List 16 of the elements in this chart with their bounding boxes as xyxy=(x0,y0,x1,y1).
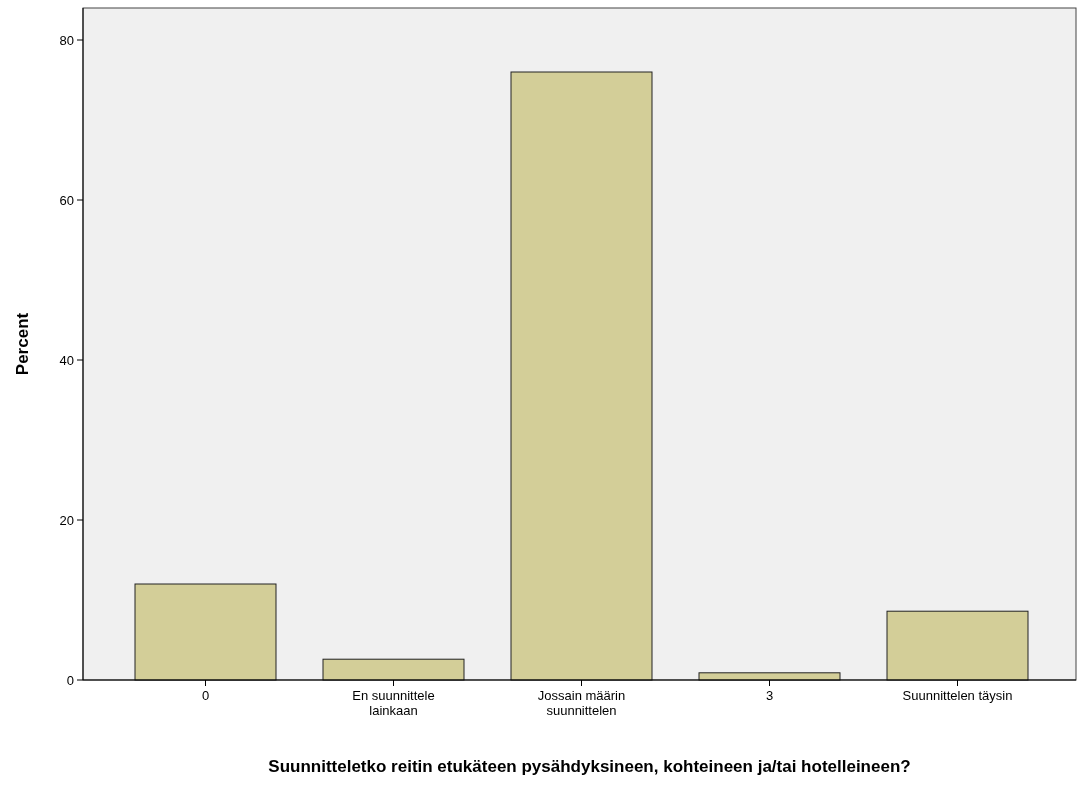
y-tick-label: 60 xyxy=(59,192,74,208)
x-tick-label: Suunnittelen täysin xyxy=(902,688,1013,703)
y-tick-label: 80 xyxy=(59,32,74,48)
y-axis-title: Percent xyxy=(13,312,32,376)
y-tick-label: 0 xyxy=(66,672,74,688)
x-tick-label: Jossain määrin suunnittelen xyxy=(537,688,626,718)
x-tick-label: 3 xyxy=(765,688,774,703)
bar xyxy=(886,610,1029,681)
y-tick-label: 20 xyxy=(59,512,74,528)
x-axis-title: Suunnitteletko reitin etukäteen pysähdyksineen, kohteineen ja/tai hotelleineen? xyxy=(268,757,911,776)
x-tick-label: En suunnittele lainkaan xyxy=(352,688,435,718)
bar xyxy=(510,71,653,681)
y-tick-label: 40 xyxy=(59,352,74,368)
bar xyxy=(322,658,465,681)
bar xyxy=(134,583,277,681)
x-tick-label: 0 xyxy=(201,688,210,703)
